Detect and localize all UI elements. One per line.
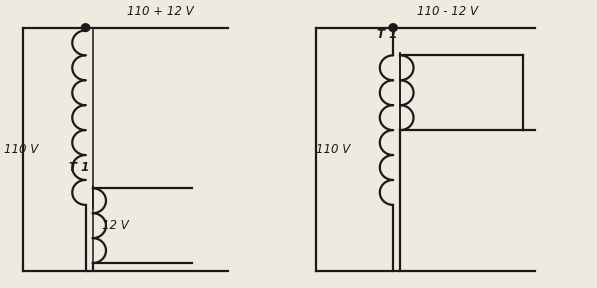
Text: 110 V: 110 V: [316, 143, 350, 156]
Text: 12 V: 12 V: [101, 219, 128, 232]
Text: 110 - 12 V: 110 - 12 V: [417, 5, 478, 18]
Text: 110 V: 110 V: [4, 143, 38, 156]
Text: 110 + 12 V: 110 + 12 V: [127, 5, 193, 18]
Circle shape: [81, 24, 90, 31]
Circle shape: [389, 24, 397, 31]
Text: T 1: T 1: [377, 29, 397, 41]
Text: T 1: T 1: [69, 162, 90, 175]
